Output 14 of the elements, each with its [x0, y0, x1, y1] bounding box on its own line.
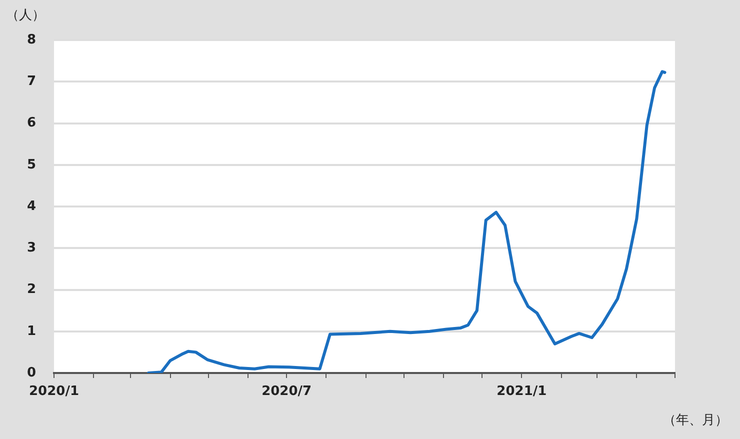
y-tick-label: 7	[26, 74, 36, 89]
x-tick-label: 2020/7	[262, 384, 312, 400]
y-tick-label: 5	[26, 157, 36, 172]
y-tick-label: 1	[26, 324, 36, 339]
y-tick-label: 2	[26, 282, 36, 298]
x-tick-label: 2020/1	[29, 384, 79, 400]
y-tick-label: 0	[26, 365, 36, 380]
y-tick-label: 8	[26, 32, 36, 48]
y-tick-label: 3	[26, 240, 36, 256]
y-tick-label: 4	[26, 198, 36, 214]
y-tick-label: 6	[26, 116, 36, 131]
x-tick-label: 2021/1	[496, 384, 547, 400]
x-axis-title: （年、月）	[663, 412, 728, 429]
y-axis-title: （人）	[6, 7, 45, 24]
